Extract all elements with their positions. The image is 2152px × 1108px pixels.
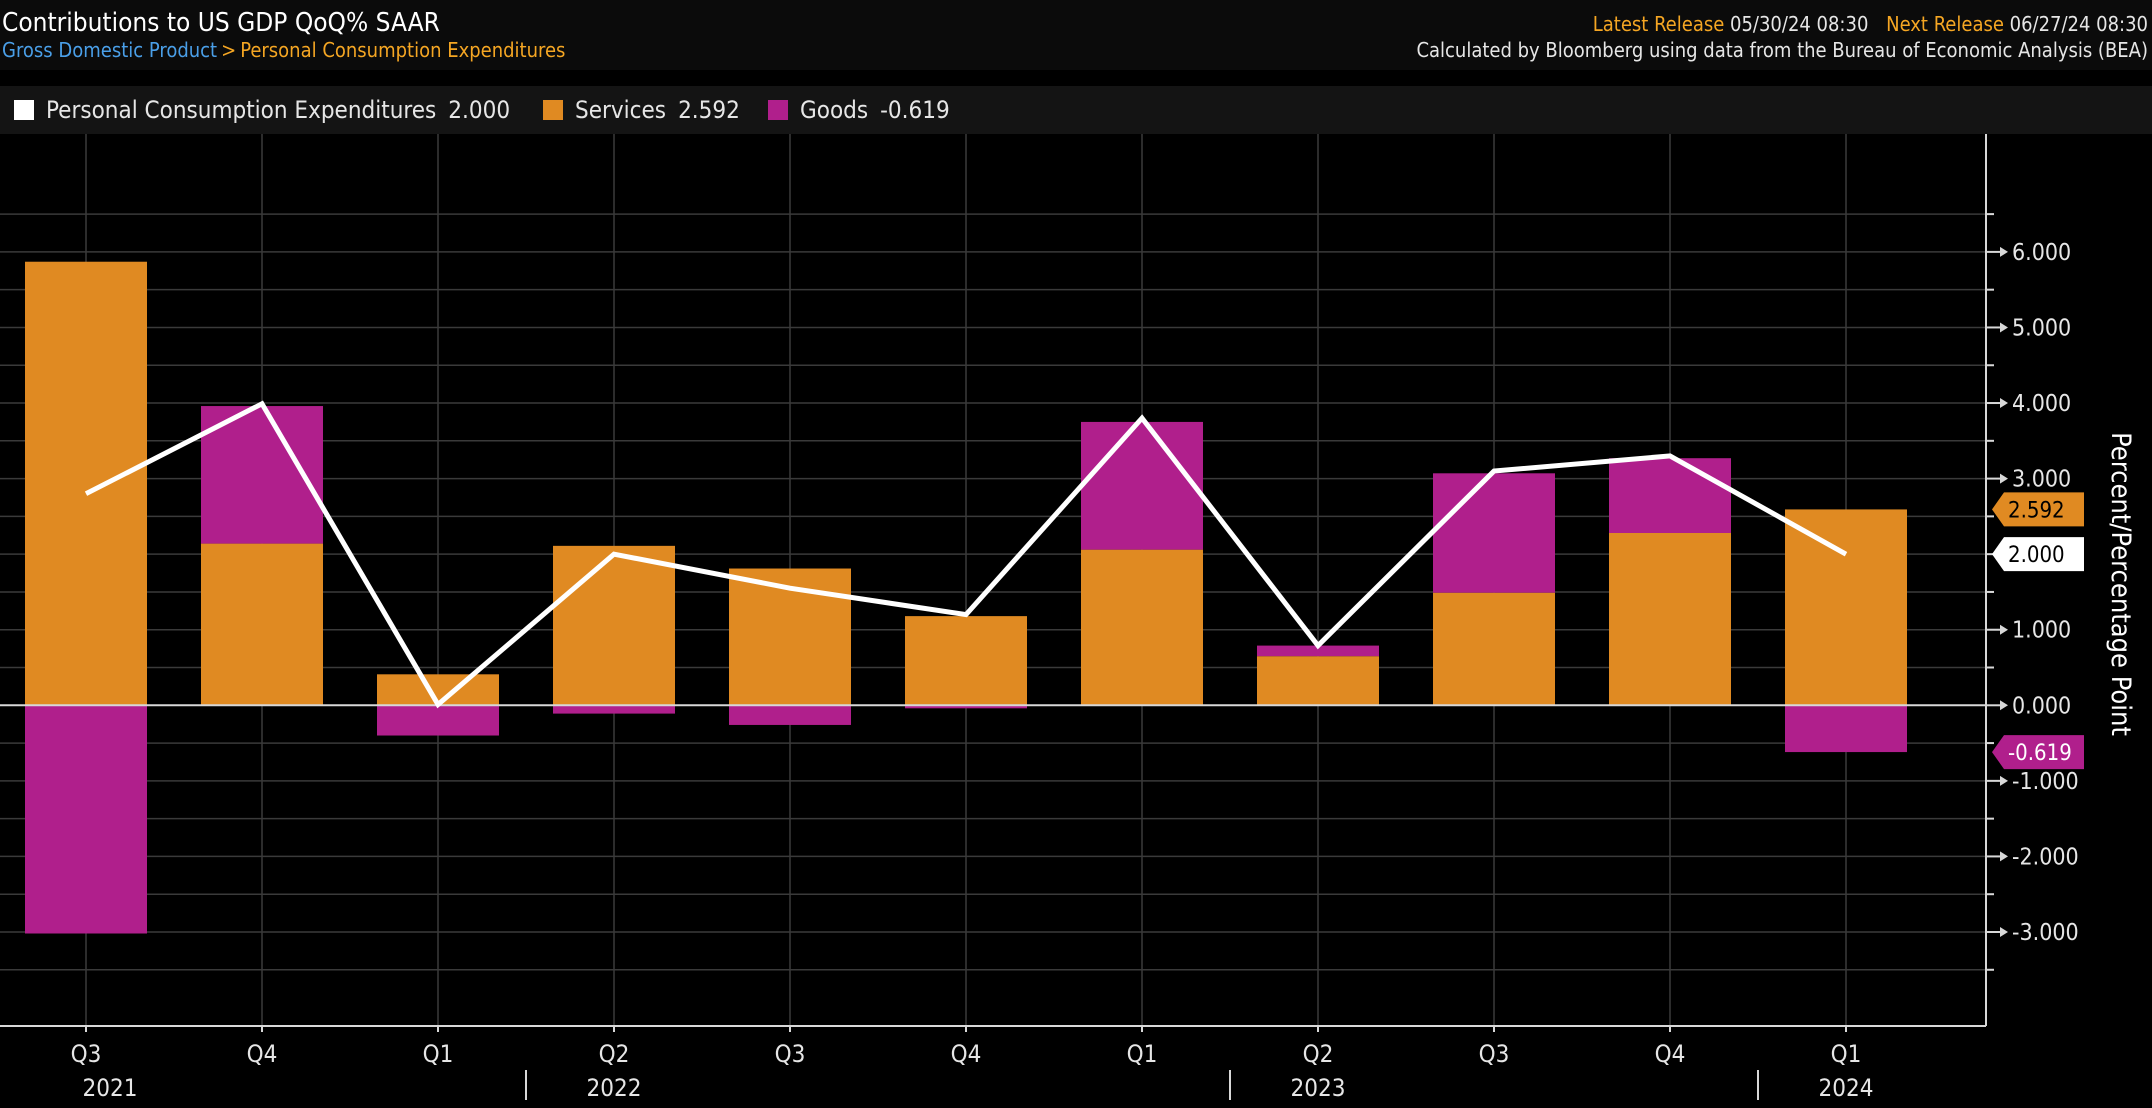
legend-item-services[interactable]: Services 2.592 <box>543 86 740 134</box>
y-tick-label: 5.000 <box>2012 315 2071 341</box>
bars <box>25 261 1907 934</box>
bar-goods <box>377 705 499 736</box>
value-label: 2.592 <box>2008 498 2065 523</box>
bar-services <box>1609 533 1731 706</box>
bar-goods <box>553 705 675 714</box>
y-tick-label: 0.000 <box>2012 693 2071 719</box>
y-tick-marker <box>2000 926 2008 937</box>
breadcrumb-pce-link[interactable]: Personal Consumption Expenditures <box>240 38 566 62</box>
x-year-label: 2023 <box>1291 1074 1346 1102</box>
line-series <box>84 400 1848 709</box>
y-tick-marker <box>2000 700 2008 711</box>
y-tick-marker <box>2000 851 2008 862</box>
legend-value-services: 2.592 <box>678 96 740 124</box>
y-tick-label: 6.000 <box>2012 240 2071 266</box>
next-release-value: 06/27/24 08:30 <box>2009 12 2148 36</box>
legend-swatch-pce <box>14 100 34 120</box>
line-pce <box>84 400 1848 709</box>
release-info: Latest Release 05/30/24 08:30 Next Relea… <box>1593 12 2148 36</box>
value-label-box <box>1992 735 2084 770</box>
x-tick-label: Q3 <box>1479 1040 1510 1068</box>
y-tick-label: 1.000 <box>2012 618 2071 644</box>
y-tick-label: -2.000 <box>2012 844 2079 870</box>
x-axis: Q3 Q4 Q1 Q2 Q3 Q4 Q1 Q2 Q3 Q4 Q1 2021 2022 2023 2024 <box>0 1025 1986 1102</box>
x-tick-label: Q4 <box>951 1040 982 1068</box>
legend-swatch-services <box>543 100 563 120</box>
x-tick-label: Q2 <box>1303 1040 1334 1068</box>
value-label-box <box>1992 537 2084 572</box>
y-tick-label: 3.000 <box>2012 467 2071 493</box>
y-tick-marker <box>2000 322 2008 333</box>
y-tick-marker <box>2000 473 2008 484</box>
x-tick-label: Q3 <box>775 1040 806 1068</box>
legend: Personal Consumption Expenditures 2.000 … <box>0 86 2152 134</box>
bar-goods <box>729 705 851 725</box>
y-axis-title: Percent/Percentage Point <box>2105 432 2136 736</box>
y-tick-label: -3.000 <box>2012 920 2079 946</box>
bar-goods <box>1081 421 1203 550</box>
y-tick-marker <box>2000 624 2008 635</box>
bar-services <box>553 545 675 706</box>
x-tick-label: Q3 <box>71 1040 102 1068</box>
bar-services <box>1785 509 1907 706</box>
x-year-label: 2022 <box>587 1074 642 1102</box>
legend-label-goods: Goods <box>800 96 869 124</box>
chart-plot: 6.000 5.000 4.000 3.000 2.000 1.000 0.000 -1.00… <box>0 134 2136 1102</box>
bar-services <box>905 616 1027 706</box>
chart-title: Contributions to US GDP QoQ% SAAR <box>2 8 440 38</box>
breadcrumb-gdp-link[interactable]: Gross Domestic Product <box>2 38 218 62</box>
y-tick-marker <box>2000 246 2008 257</box>
x-tick-label: Q4 <box>247 1040 278 1068</box>
bar-goods <box>1609 458 1731 534</box>
legend-item-goods[interactable]: Goods -0.619 <box>768 86 950 134</box>
legend-label-services: Services <box>575 96 667 124</box>
source-note: Calculated by Bloomberg using data from … <box>1416 38 2148 62</box>
x-tick-label: Q4 <box>1655 1040 1686 1068</box>
bar-services <box>1257 656 1379 706</box>
value-label: 2.000 <box>2008 543 2065 568</box>
y-tick-label: -1.000 <box>2012 769 2079 795</box>
y-tick-label: 4.000 <box>2012 391 2071 417</box>
bar-services <box>729 568 851 706</box>
y-tick-marker <box>2000 398 2008 409</box>
x-year-label: 2021 <box>83 1074 138 1102</box>
bar-goods <box>1433 473 1555 593</box>
bar-services <box>25 261 147 706</box>
bar-goods <box>905 705 1027 709</box>
end-labels: 2.592 2.000 -0.619 <box>1992 492 2084 770</box>
legend-label-pce: Personal Consumption Expenditures <box>46 96 437 124</box>
x-year-label: 2024 <box>1819 1074 1874 1102</box>
x-tick-label: Q2 <box>599 1040 630 1068</box>
legend-value-pce: 2.000 <box>448 96 511 124</box>
bar-goods <box>25 705 147 934</box>
bar-goods <box>1257 645 1379 657</box>
value-label: -0.619 <box>2008 741 2072 766</box>
legend-swatch-goods <box>768 100 788 120</box>
breadcrumb-separator: > <box>221 38 237 62</box>
bar-services <box>201 543 323 706</box>
value-label-box <box>1992 492 2084 527</box>
bar-services <box>1081 549 1203 706</box>
y-tick-marker <box>2000 775 2008 786</box>
latest-release-value: 05/30/24 08:30 <box>1730 12 1869 36</box>
next-release-label: Next Release <box>1886 12 2004 36</box>
bar-goods <box>1785 705 1907 753</box>
y-axis: 6.000 5.000 4.000 3.000 2.000 1.000 0.000 -1.00… <box>1985 134 2079 1026</box>
breadcrumb: Gross Domestic Product > Personal Consumpt… <box>2 38 565 62</box>
x-tick-label: Q1 <box>423 1040 454 1068</box>
x-tick-label: Q1 <box>1127 1040 1158 1068</box>
latest-release-label: Latest Release <box>1592 12 1725 36</box>
chart-header: Contributions to US GDP QoQ% SAAR Gross … <box>0 0 2152 70</box>
legend-value-goods: -0.619 <box>880 96 950 124</box>
bar-services <box>1433 592 1555 706</box>
x-tick-label: Q1 <box>1831 1040 1862 1068</box>
legend-item-pce[interactable]: Personal Consumption Expenditures 2.000 <box>14 86 510 134</box>
